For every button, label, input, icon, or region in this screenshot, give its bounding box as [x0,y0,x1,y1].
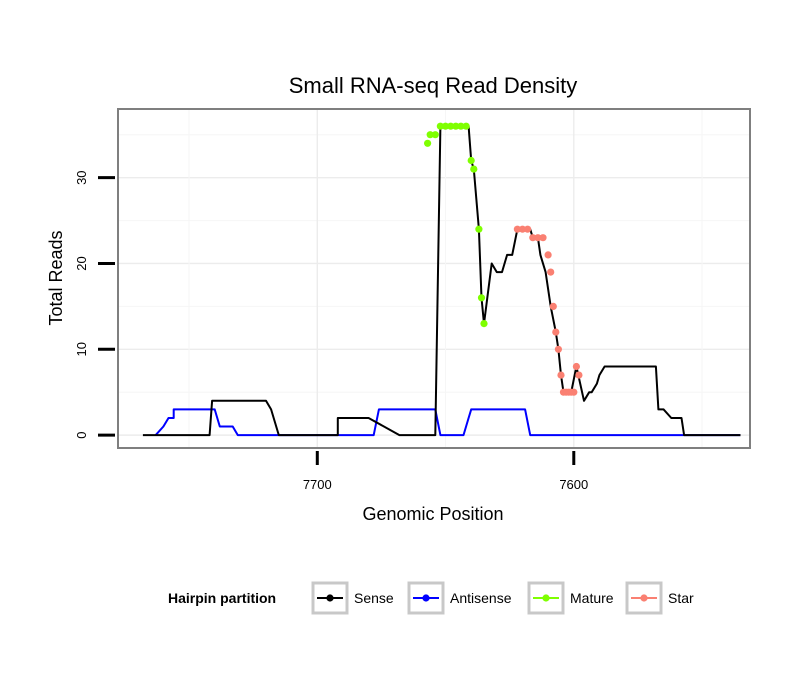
data-point-star [529,234,537,242]
data-point-star [518,225,527,233]
legend-item-sense: Sense [311,581,394,615]
legend-title: Hairpin partition [168,590,276,606]
data-point-star [552,328,560,336]
y-axis-title: Total Reads [46,230,66,325]
data-point-mature [426,131,434,139]
data-point-mature [447,122,455,130]
data-point-mature [457,122,465,130]
data-point-mature [462,122,470,130]
data-point-star [575,371,583,379]
data-point-mature [431,131,439,139]
data-point-mature [477,294,486,302]
legend-key-point [326,594,334,602]
data-point-star [539,234,547,242]
legend-key-point [422,594,430,602]
y-tick-label: 30 [74,170,89,184]
legend: Hairpin partition Sense Antisense Mature St… [168,581,694,615]
chart-title: Small RNA-seq Read Density [289,73,578,98]
legend-label: Mature [570,590,614,606]
legend-key-point [542,594,550,602]
x-tick-label: 7700 [303,477,332,492]
x-axis: 7700 7600 [303,451,588,492]
data-point-mature [467,156,475,165]
data-point-mature [475,225,483,233]
y-tick-label: 0 [74,431,89,438]
x-axis-title: Genomic Position [362,504,503,524]
gridlines [118,109,750,448]
data-point-star [513,225,522,233]
y-axis: 0 10 20 30 [74,170,115,439]
data-point-star [554,345,563,353]
data-point-star [547,268,555,276]
data-point-star [572,362,581,371]
data-point-mature [452,122,460,130]
x-tick-label: 7600 [559,477,588,492]
legend-item-star: Star [625,581,694,615]
plot-panel [117,108,751,449]
plot-border [117,108,751,449]
series-layer [142,122,741,437]
data-point-mature [470,165,478,173]
plot-background [118,109,750,448]
data-point-star [570,388,578,396]
data-point-star [524,225,532,233]
legend-label: Star [668,590,694,606]
legend-label: Sense [354,590,394,606]
data-point-star [557,371,565,379]
data-point-star [534,234,542,242]
data-point-mature [436,122,444,130]
data-point-mature [441,122,450,130]
data-point-mature [480,320,488,328]
y-tick-label: 10 [74,342,89,356]
legend-label: Antisense [450,590,512,606]
legend-item-antisense: Antisense [407,581,512,615]
data-point-star [549,302,557,310]
legend-item-mature: Mature [527,581,614,615]
data-point-mature [424,139,432,147]
data-point-star [544,251,552,259]
y-tick-label: 20 [74,256,89,270]
legend-key-point [640,594,648,602]
